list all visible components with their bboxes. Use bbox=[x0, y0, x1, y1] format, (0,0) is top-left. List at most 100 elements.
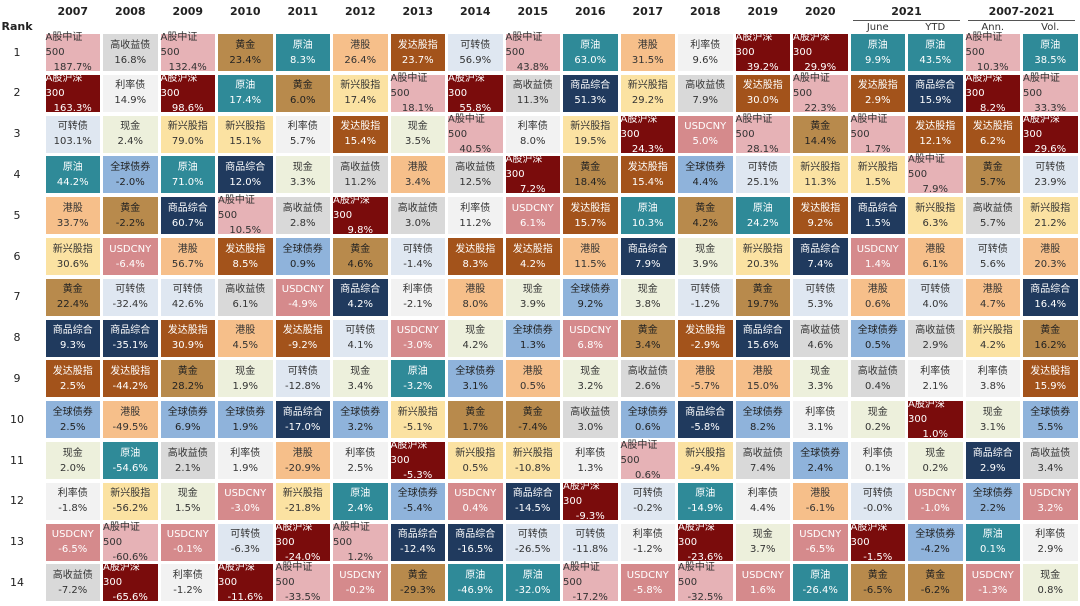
asset-return: 4.6% bbox=[347, 258, 373, 270]
asset-return: -12.4% bbox=[400, 544, 436, 556]
asset-return: -3.2% bbox=[403, 380, 433, 392]
asset-name: A股沪深300 bbox=[678, 521, 715, 548]
asset-cell: 原油 71.0% bbox=[160, 156, 215, 194]
asset-name: 黄金 bbox=[522, 406, 543, 418]
asset-return: 31.5% bbox=[631, 54, 664, 66]
asset-name: USDCNY bbox=[684, 121, 727, 133]
asset-name: 高收益债 bbox=[570, 406, 611, 418]
year-header: 2007 bbox=[57, 5, 89, 18]
asset-cell: 商品综合 15.6% bbox=[735, 319, 790, 357]
asset-return: -6.5% bbox=[58, 544, 88, 556]
asset-name: 可转债 bbox=[690, 284, 721, 296]
asset-name: 新兴股指 bbox=[512, 447, 553, 459]
asset-name: 黄金 bbox=[350, 243, 371, 255]
asset-name: USDCNY bbox=[569, 325, 612, 337]
asset-cell: 黄金 -2.2% bbox=[103, 197, 158, 235]
year-header: 2016 bbox=[574, 5, 606, 18]
asset-cell: USDCNY -6.5% bbox=[793, 523, 848, 561]
asset-return: 1.9% bbox=[232, 462, 258, 474]
asset-name: 黄金 bbox=[695, 202, 716, 214]
asset-return: 16.8% bbox=[114, 54, 147, 66]
asset-name: 可转债 bbox=[747, 161, 778, 173]
asset-name: 港股 bbox=[522, 365, 543, 377]
asset-name: 可转债 bbox=[115, 284, 146, 296]
asset-name: 高收益债 bbox=[52, 569, 93, 581]
asset-name: 新兴股指 bbox=[685, 447, 726, 459]
asset-cell: A股中证500 1.2% bbox=[333, 522, 388, 563]
asset-name: 黄金 bbox=[1040, 325, 1061, 337]
asset-name: 商品综合 bbox=[167, 202, 208, 214]
asset-cell: 港股 0.5% bbox=[505, 360, 560, 398]
asset-name: 利率债 bbox=[747, 488, 778, 500]
asset-name: 新兴股指 bbox=[225, 121, 266, 133]
asset-name: 新兴股指 bbox=[282, 488, 323, 500]
asset-return: -7.2% bbox=[58, 584, 88, 596]
asset-cell: 商品综合 -17.0% bbox=[275, 401, 330, 439]
asset-return: 43.8% bbox=[516, 62, 549, 73]
asset-return: -32.5% bbox=[687, 592, 723, 604]
asset-return: 15.4% bbox=[344, 136, 377, 148]
asset-return: 23.7% bbox=[401, 54, 434, 66]
asset-name: 原油 bbox=[925, 39, 946, 51]
asset-name: 发达股指 bbox=[972, 121, 1013, 133]
rank: 5 bbox=[13, 208, 21, 222]
asset-cell: 港股 3.4% bbox=[390, 156, 445, 194]
asset-cell: 发达股指 2.5% bbox=[45, 360, 100, 398]
asset-cell: 全球债券 -4.2% bbox=[908, 523, 963, 561]
asset-name: 港股 bbox=[407, 161, 428, 173]
asset-return: 9.9% bbox=[865, 54, 891, 66]
asset-cell: 全球债券 1.3% bbox=[505, 319, 560, 357]
asset-cell: 现金 0.8% bbox=[1023, 564, 1078, 602]
asset-cell: 商品综合 60.7% bbox=[160, 197, 215, 235]
asset-cell: A股中证500 187.7% bbox=[45, 32, 100, 73]
asset-return: 4.2% bbox=[462, 340, 488, 352]
asset-name: 现金 bbox=[62, 447, 83, 459]
asset-return: 20.3% bbox=[746, 258, 779, 270]
asset-name: 可转债 bbox=[805, 284, 836, 296]
asset-cell: 全球债券 2.4% bbox=[793, 442, 848, 479]
asset-return: 3.1% bbox=[462, 380, 488, 392]
asset-return: 3.3% bbox=[807, 380, 833, 392]
asset-name: 新兴股指 bbox=[915, 202, 956, 214]
asset-cell: 黄金 -7.4% bbox=[505, 401, 560, 439]
asset-cell: 现金 3.8% bbox=[620, 278, 675, 316]
asset-cell: 原油 -54.6% bbox=[103, 442, 158, 479]
asset-cell: 黄金 23.4% bbox=[218, 34, 273, 71]
asset-name: 现金 bbox=[350, 365, 371, 377]
asset-name: 新兴股指 bbox=[570, 121, 611, 133]
asset-cell: USDCNY -3.0% bbox=[218, 482, 273, 520]
asset-cell: A股沪深300 163.3% bbox=[45, 73, 100, 114]
asset-cell: 可转债 5.3% bbox=[793, 278, 848, 316]
asset-return: 0.6% bbox=[865, 299, 891, 311]
rank: 8 bbox=[13, 331, 21, 345]
asset-return: 2.1% bbox=[922, 380, 948, 392]
asset-cell: A股中证500 40.5% bbox=[448, 114, 503, 155]
asset-return: -2.2% bbox=[115, 217, 145, 229]
year-header: 2017 bbox=[632, 5, 664, 18]
asset-name: 原油 bbox=[695, 488, 716, 500]
asset-name: 黄金 bbox=[580, 161, 601, 173]
asset-cell: USDCNY 5.0% bbox=[678, 115, 733, 153]
rank-header: Rank bbox=[1, 20, 33, 33]
asset-cell: 商品综合 7.9% bbox=[620, 238, 675, 275]
asset-cell: 利率债 3.1% bbox=[793, 401, 848, 439]
asset-name: USDCNY bbox=[626, 569, 669, 581]
asset-return: 20.3% bbox=[1034, 258, 1067, 270]
asset-name: A股沪深300 bbox=[448, 72, 485, 99]
asset-return: 16.2% bbox=[1034, 340, 1067, 352]
asset-name: 原油 bbox=[810, 569, 831, 581]
asset-cell: 港股 26.4% bbox=[333, 34, 388, 71]
asset-return: 3.9% bbox=[520, 299, 546, 311]
asset-return: 3.2% bbox=[347, 421, 373, 433]
asset-name: 原油 bbox=[1040, 39, 1061, 51]
asset-return: 3.3% bbox=[290, 176, 316, 188]
asset-return: 5.3% bbox=[807, 299, 833, 311]
asset-cell: 商品综合 51.3% bbox=[563, 74, 618, 112]
asset-return: -5.4% bbox=[403, 503, 433, 515]
asset-name: A股中证500 bbox=[505, 32, 543, 58]
asset-name: 高收益债 bbox=[282, 202, 323, 214]
asset-name: 原油 bbox=[580, 39, 601, 51]
year-header: 2020 bbox=[804, 5, 836, 18]
asset-name: 新兴股指 bbox=[52, 243, 93, 255]
asset-cell: 黄金 4.6% bbox=[333, 238, 388, 275]
